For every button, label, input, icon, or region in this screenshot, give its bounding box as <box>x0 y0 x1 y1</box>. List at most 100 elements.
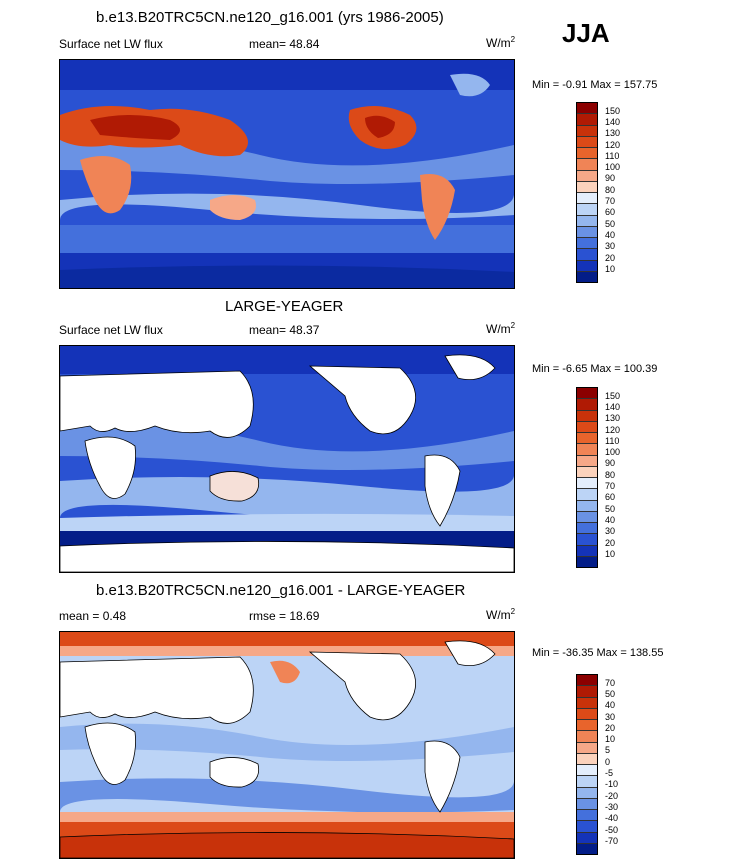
panel3-cbar-label: 30 <box>605 712 616 722</box>
colorbar-swatch <box>577 534 597 546</box>
panel3-cbar-label: 70 <box>605 678 616 688</box>
panel3-cbar-label: -30 <box>605 802 619 812</box>
panel1-cbar-label: 10 <box>605 264 616 274</box>
panel1-cbar-label: 150 <box>605 106 621 116</box>
panel1-cbar-label: 30 <box>605 241 616 251</box>
colorbar-swatch <box>577 810 597 822</box>
panel1-cbar-label: 110 <box>605 151 620 161</box>
panel2-cbar-label: 140 <box>605 402 621 412</box>
colorbar-swatch <box>577 776 597 788</box>
colorbar-swatch <box>577 832 597 844</box>
colorbar-swatch <box>577 511 597 523</box>
panel2-minmax: Min = -6.65 Max = 100.39 <box>532 363 658 375</box>
panel1-cbar-label: 50 <box>605 219 616 229</box>
colorbar-swatch <box>577 388 597 400</box>
panel2-colorbar <box>576 387 598 568</box>
colorbar-swatch <box>577 399 597 411</box>
colorbar-swatch <box>577 215 597 227</box>
panel1-cbar-label: 70 <box>605 196 616 206</box>
panel1-cbar-label: 130 <box>605 128 621 138</box>
panel1-cbar-label: 60 <box>605 207 616 217</box>
panel3-cbar-label: -50 <box>605 825 619 835</box>
panel2-cbar-label: 120 <box>605 425 621 435</box>
panel3-cbar-label: -5 <box>605 768 614 778</box>
colorbar-swatch <box>577 478 597 490</box>
panel2-cbar-label: 150 <box>605 391 621 401</box>
panel3-cbar-label: 5 <box>605 745 611 755</box>
colorbar-swatch <box>577 466 597 478</box>
colorbar-swatch <box>577 798 597 810</box>
colorbar-swatch <box>577 686 597 698</box>
panel1-cbar-label: 40 <box>605 230 616 240</box>
colorbar-swatch <box>577 523 597 535</box>
panel2-title: LARGE-YEAGER <box>225 298 344 315</box>
colorbar-swatch <box>577 765 597 777</box>
colorbar-swatch <box>577 500 597 512</box>
colorbar-swatch <box>577 204 597 216</box>
colorbar-swatch <box>577 843 597 854</box>
panel2-cbar-label: 110 <box>605 436 620 446</box>
panel2-cbar-label: 20 <box>605 538 616 548</box>
panel2-cbar-label: 90 <box>605 458 616 468</box>
panel1-units: W/m2 <box>486 35 516 50</box>
panel3-cbar-label: -40 <box>605 813 619 823</box>
panel1-colorbar <box>576 102 598 283</box>
colorbar-swatch <box>577 720 597 732</box>
colorbar-swatch <box>577 148 597 160</box>
colorbar-swatch <box>577 103 597 115</box>
panel2-mean-label: mean= 48.37 <box>249 323 320 337</box>
panel2-map <box>59 345 515 573</box>
panel1-cbar-label: 80 <box>605 185 616 195</box>
panel3-colorbar <box>576 674 598 855</box>
panel3-title: b.e13.B20TRC5CN.ne120_g16.001 - LARGE-YE… <box>96 582 466 599</box>
colorbar-swatch <box>577 181 597 193</box>
season-label: JJA <box>562 18 610 48</box>
colorbar-swatch <box>577 193 597 205</box>
colorbar-swatch <box>577 410 597 422</box>
panel2-map-svg <box>60 346 514 572</box>
panel3-map-svg <box>60 632 514 858</box>
colorbar-swatch <box>577 433 597 445</box>
colorbar-swatch <box>577 556 597 567</box>
panel3-cbar-label: -70 <box>605 836 619 846</box>
colorbar-swatch <box>577 249 597 261</box>
colorbar-swatch <box>577 675 597 687</box>
panel3-cbar-label: -10 <box>605 779 619 789</box>
panel1-variable-label: Surface net LW flux <box>59 37 163 51</box>
panel3-cbar-label: 50 <box>605 689 616 699</box>
colorbar-swatch <box>577 545 597 557</box>
panel1-cbar-label: 90 <box>605 173 616 183</box>
panel1-title: b.e13.B20TRC5CN.ne120_g16.001 (yrs 1986-… <box>96 9 444 26</box>
panel3-units: W/m2 <box>486 607 516 622</box>
panel2-cbar-label: 30 <box>605 526 616 536</box>
panel1-map-svg <box>60 60 514 288</box>
panel1-map <box>59 59 515 289</box>
panel2-cbar-label: 10 <box>605 549 616 559</box>
panel1-minmax: Min = -0.91 Max = 157.75 <box>532 79 658 91</box>
panel2-cbar-label: 40 <box>605 515 616 525</box>
colorbar-swatch <box>577 159 597 171</box>
panel1-mean-label: mean= 48.84 <box>249 37 320 51</box>
panel2-cbar-label: 100 <box>605 447 621 457</box>
panel3-map <box>59 631 515 859</box>
panel2-cbar-label: 80 <box>605 470 616 480</box>
colorbar-swatch <box>577 742 597 754</box>
colorbar-swatch <box>577 787 597 799</box>
panel1-cbar-label: 140 <box>605 117 621 127</box>
colorbar-swatch <box>577 489 597 501</box>
colorbar-swatch <box>577 708 597 720</box>
colorbar-swatch <box>577 421 597 433</box>
colorbar-swatch <box>577 753 597 765</box>
panel2-variable-label: Surface net LW flux <box>59 323 163 337</box>
colorbar-swatch <box>577 455 597 467</box>
panel2-cbar-label: 60 <box>605 492 616 502</box>
colorbar-swatch <box>577 821 597 833</box>
panel3-cbar-label: 10 <box>605 734 616 744</box>
panel3-cbar-label: -20 <box>605 791 619 801</box>
colorbar-swatch <box>577 444 597 456</box>
panel1-cbar-label: 100 <box>605 162 621 172</box>
panel3-cbar-label: 20 <box>605 723 616 733</box>
colorbar-swatch <box>577 238 597 250</box>
panel1-cbar-label: 20 <box>605 253 616 263</box>
panel3-cbar-label: 0 <box>605 757 611 767</box>
